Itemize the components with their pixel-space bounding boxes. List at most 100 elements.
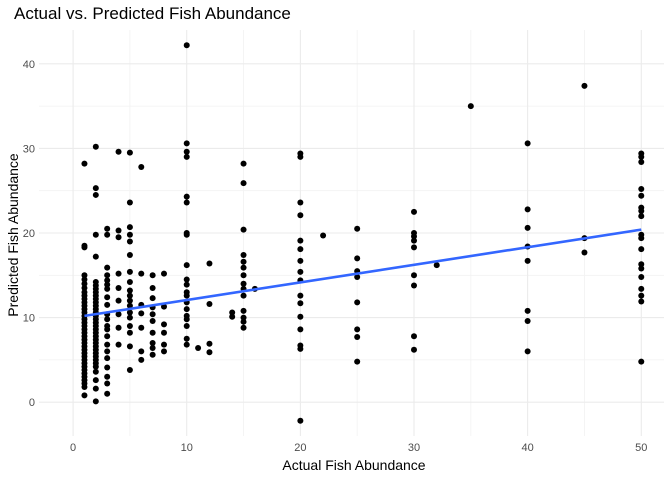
chart-title: Actual vs. Predicted Fish Abundance [14,4,291,23]
data-point [81,244,88,251]
data-point [126,238,133,245]
data-point [104,264,111,271]
data-point [240,318,247,325]
data-point [411,208,417,215]
data-point [297,326,304,333]
tick-labels: 0 10 20 30 40 0 10 20 30 40 50 [23,59,648,454]
data-point [524,307,531,314]
data-point [126,279,133,286]
data-point [92,377,99,384]
data-point [183,42,190,49]
data-point [638,158,645,165]
x-tick-label: 0 [70,442,76,454]
y-tick-label: 0 [29,397,35,409]
data-point [149,351,156,358]
data-point [138,348,145,355]
data-point [115,270,122,277]
data-point [297,300,304,307]
data-point [297,246,304,253]
x-tick-label: 20 [294,442,306,454]
data-point [240,280,247,287]
data-point [161,329,167,336]
data-point [81,284,88,291]
data-points [81,42,645,424]
data-point [240,258,247,265]
data-point [638,273,645,280]
data-point [297,417,304,424]
data-point [126,302,133,309]
data-point [638,265,645,272]
data-point [183,335,190,342]
data-point [81,160,88,167]
data-point [104,341,111,348]
data-point [411,333,417,340]
data-point [115,284,122,291]
y-tick-label: 10 [23,313,35,325]
data-point [297,199,304,206]
data-point [81,383,88,390]
data-point [638,261,645,268]
data-point [240,324,247,331]
data-point [411,282,417,289]
data-point [638,292,645,299]
data-point [183,153,190,160]
data-point [104,281,111,288]
data-point [126,297,133,304]
data-point [149,272,156,279]
grid-lines [39,30,664,436]
x-tick-label: 30 [408,442,420,454]
data-point [183,193,190,200]
data-point [126,323,133,330]
data-point [206,260,213,267]
data-point [92,143,99,150]
data-point [138,270,145,277]
data-point [183,140,190,147]
data-point [104,355,111,362]
data-point [115,234,122,241]
y-axis-title: Predicted Fish Abundance [5,153,21,317]
data-point [104,225,111,232]
data-point [161,341,167,348]
data-point [126,251,133,258]
data-point [183,281,190,288]
data-point [354,255,361,262]
data-point [92,231,99,238]
data-point [138,356,145,363]
data-point [240,160,247,167]
data-point [240,251,247,258]
data-point [126,343,133,350]
data-point [240,307,247,314]
data-point [354,326,361,333]
data-point [92,368,99,375]
data-point [433,262,440,269]
data-point [126,314,133,321]
data-point [183,199,190,206]
data-point [126,287,133,294]
data-point [240,264,247,271]
data-point [138,310,145,317]
data-point [206,301,213,308]
data-point [126,224,133,231]
data-point [126,309,133,316]
data-point [104,231,111,238]
data-point [240,292,247,299]
data-point [297,153,304,160]
data-point [297,212,304,219]
data-point [104,301,111,308]
data-point [638,298,645,305]
data-point [467,103,474,110]
data-point [126,292,133,299]
data-point [354,299,361,306]
data-point [297,257,304,264]
data-point [81,276,88,283]
data-point [149,311,156,318]
data-point [115,297,122,304]
data-point [161,270,167,277]
data-point [92,253,99,260]
data-point [524,257,531,264]
data-point [638,213,645,220]
data-point [92,385,99,392]
data-point [104,316,111,323]
data-point [104,373,111,380]
